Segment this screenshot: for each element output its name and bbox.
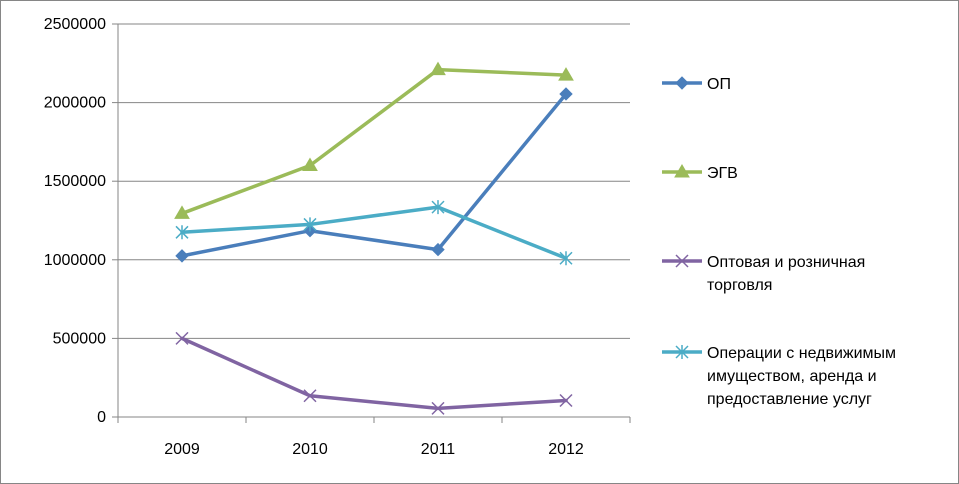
- legend-label: предоставление услуг: [707, 391, 872, 408]
- data-point: [431, 242, 445, 257]
- data-point: [431, 401, 445, 415]
- data-point: [175, 331, 189, 345]
- data-point: [303, 389, 317, 403]
- legend-marker: [675, 76, 689, 90]
- data-point: [302, 157, 318, 171]
- data-point: [175, 249, 189, 263]
- y-tick-label: 500000: [53, 330, 106, 347]
- data-point: [431, 200, 445, 215]
- y-tick-label: 1000000: [44, 252, 106, 269]
- data-point: [175, 225, 189, 240]
- series-line-1: [180, 92, 568, 258]
- data-point: [559, 393, 573, 408]
- data-point: [559, 251, 573, 266]
- legend-label: ЭГВ: [707, 165, 738, 182]
- x-tick-label: 2009: [164, 441, 200, 458]
- legend-marker: [675, 345, 689, 359]
- y-tick-label: 1500000: [44, 173, 106, 190]
- x-tick-label: 2012: [548, 441, 584, 458]
- series-line-3: [180, 336, 568, 411]
- data-point: [559, 87, 573, 101]
- legend-label: имуществом, аренда и: [707, 368, 877, 385]
- legend-marker: [675, 254, 689, 268]
- series-line-2: [180, 67, 568, 216]
- legend-label: торговля: [707, 277, 772, 294]
- y-tick-label: 2000000: [44, 95, 106, 112]
- x-tick-label: 2010: [292, 441, 328, 458]
- legend-label: Операции с недвижимым: [707, 345, 896, 362]
- legend-marker: [674, 164, 690, 178]
- y-tick-label: 2500000: [44, 16, 106, 33]
- data-point: [430, 61, 446, 76]
- legend-label: ОП: [707, 76, 731, 93]
- data-point: [303, 217, 317, 232]
- legend-label: Оптовая и розничная: [707, 254, 865, 271]
- y-tick-label: 0: [97, 409, 106, 426]
- data-point: [174, 205, 190, 219]
- series-line-4: [180, 205, 568, 260]
- x-tick-label: 2011: [421, 441, 456, 458]
- data-point: [558, 67, 574, 81]
